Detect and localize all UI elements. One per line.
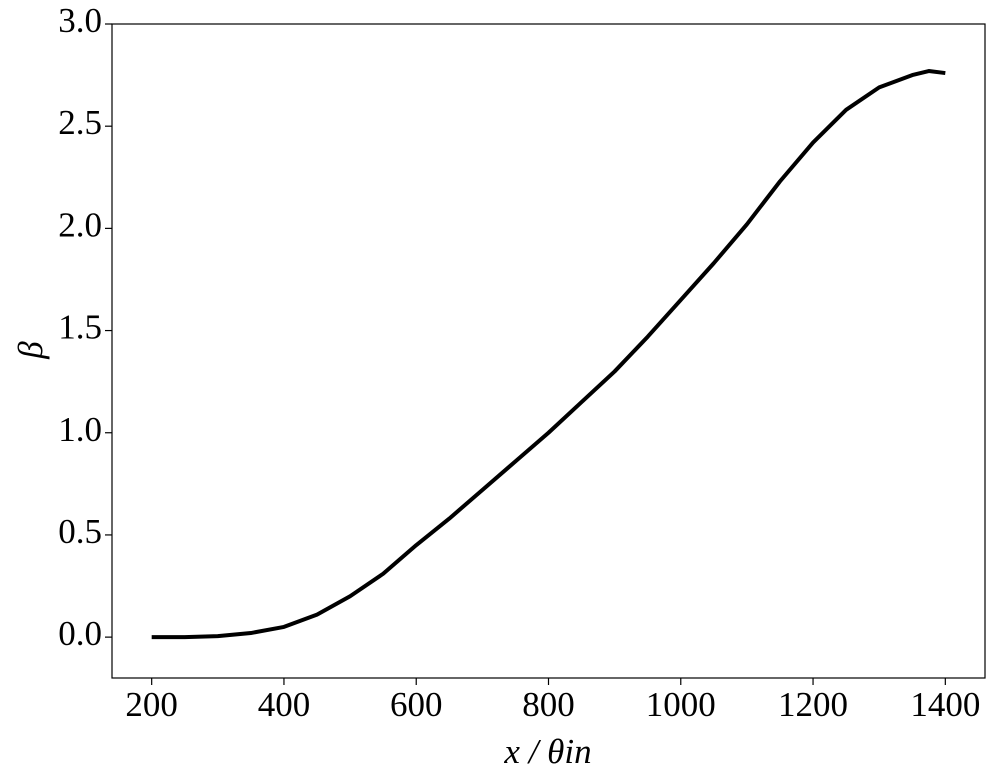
x-axis-label: x / θin <box>503 732 591 771</box>
plot-frame <box>111 23 986 679</box>
x-tick-label: 1400 <box>910 685 980 724</box>
data-line <box>151 69 946 640</box>
x-tick-label: 200 <box>125 685 178 724</box>
y-tick-label: 1.0 <box>58 410 102 449</box>
x-tick-label: 600 <box>390 685 443 724</box>
x-tick-label: 400 <box>258 685 311 724</box>
y-tick-label: 0.0 <box>58 614 102 653</box>
y-tick-label: 2.5 <box>58 103 102 142</box>
x-tick-label: 1000 <box>646 685 716 724</box>
y-tick-label: 3.0 <box>58 1 102 40</box>
y-tick-label: 2.0 <box>58 205 102 244</box>
x-tick-label: 1200 <box>778 685 848 724</box>
y-tick-label: 0.5 <box>58 512 102 551</box>
x-tick-label: 800 <box>522 685 575 724</box>
y-axis-label: β <box>11 341 50 360</box>
y-tick-label: 1.5 <box>58 308 102 347</box>
